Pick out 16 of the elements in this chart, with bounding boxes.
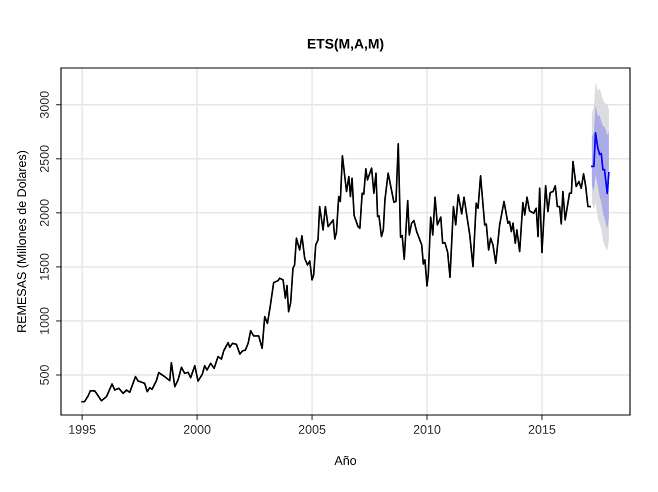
x-tick-label: 2015: [528, 425, 556, 434]
chart-title: ETS(M,A,M): [308, 38, 384, 52]
x-tick-label: 1995: [69, 425, 96, 434]
x-tick-label: 2010: [414, 425, 440, 434]
y-tick-label: 2500: [40, 145, 49, 172]
y-axis-title: REMESAS (Millones de Dolares): [16, 150, 29, 332]
line-series: [81, 142, 592, 403]
y-tick-label: 1000: [40, 308, 49, 334]
line-series: [591, 132, 610, 194]
x-tick-label: 2005: [298, 425, 326, 434]
x-axis-title: Año: [334, 456, 356, 465]
x-tick-label: 2000: [184, 425, 211, 434]
y-tick-label: 1500: [40, 253, 49, 280]
y-tick-label: 2000: [40, 199, 49, 226]
y-tick-label: 3000: [40, 91, 49, 118]
y-tick-label: 500: [40, 365, 49, 385]
